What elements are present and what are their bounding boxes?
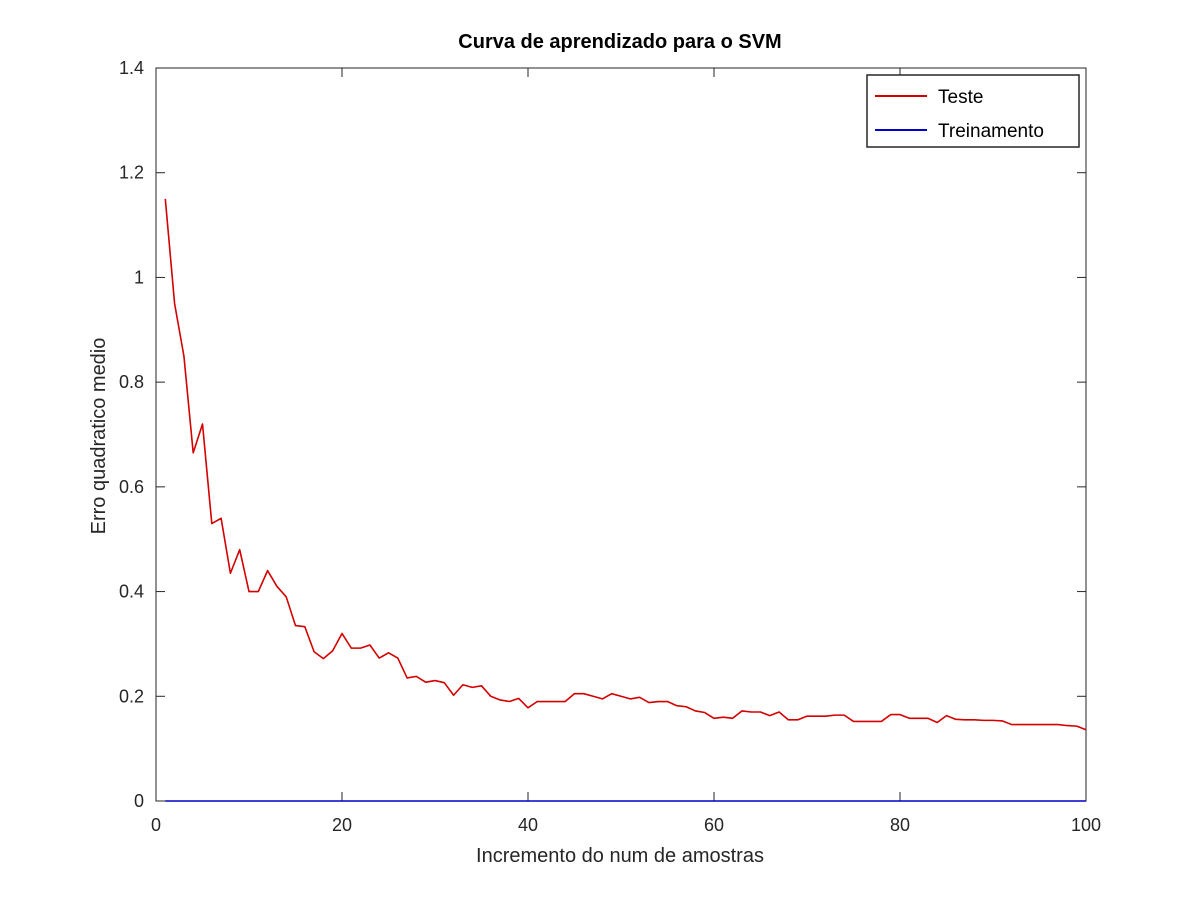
- y-tick-label: 0.8: [119, 372, 144, 392]
- y-tick-label: 0: [134, 791, 144, 811]
- axes-box: [155, 67, 1087, 802]
- x-tick-label: 80: [890, 815, 910, 835]
- legend: Teste Treinamento: [866, 74, 1080, 148]
- legend-box: [866, 74, 1080, 148]
- x-tick-label: 100: [1071, 815, 1101, 835]
- series-line-teste: [164, 198, 1087, 731]
- y-tick-label: 1: [134, 267, 144, 287]
- x-tick-label: 40: [518, 815, 538, 835]
- legend-label-teste: Teste: [938, 87, 983, 108]
- x-axis-label: Incremento do num de amostras: [476, 845, 764, 867]
- plot-area: 0 20 40 60 80 100 0 0.2 0.4 0.6 0.8 1 1.2 1.4: [119, 58, 1101, 835]
- y-tick-label: 0.2: [119, 686, 144, 706]
- chart-title: Curva de aprendizado para o SVM: [458, 31, 781, 53]
- y-tick-label: 0.6: [119, 477, 144, 497]
- x-tick-label: 0: [151, 815, 161, 835]
- y-tick-label: 1.4: [119, 58, 144, 78]
- y-tick-label: 1.2: [119, 163, 144, 183]
- x-tick-label: 20: [332, 815, 352, 835]
- y-tick-label: 0.4: [119, 582, 144, 602]
- x-tick-label: 60: [704, 815, 724, 835]
- legend-label-treinamento: Treinamento: [938, 121, 1044, 142]
- y-axis-label: Erro quadratico medio: [88, 338, 110, 535]
